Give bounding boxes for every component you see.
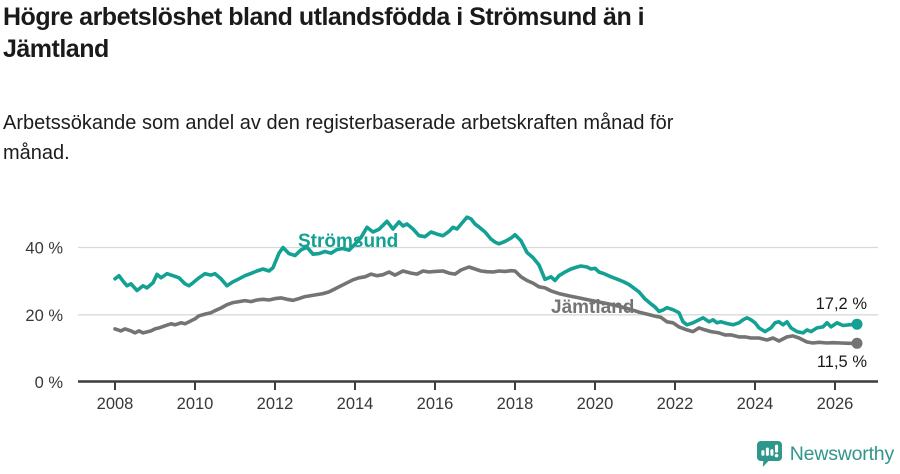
series-line-Strömsund [113,215,859,335]
x-axis-label: 2022 [657,395,694,413]
page-title: Högre arbetslöshet bland utlandsfödda i … [3,3,645,63]
series-end-dot-Strömsund [851,318,863,330]
y-axis-label: 20 % [25,307,63,325]
newsworthy-branding[interactable]: Newsworthy [756,440,894,468]
x-axis-label: 2014 [337,395,374,413]
x-axis-label: 2010 [177,395,214,413]
y-axis-label: 0 % [35,374,64,392]
x-axis-label: 2024 [737,395,774,413]
newsworthy-logo-text: Newsworthy [789,442,894,465]
x-axis-label: 2018 [497,395,534,413]
series-label-Strömsund: Strömsund [298,231,398,252]
x-axis-label: 2026 [817,395,854,413]
series-line-Jämtland [113,265,859,346]
x-axis-label: 2020 [577,395,614,413]
x-axis-label: 2016 [417,395,454,413]
chart-subtitle: Arbetssökande som andel av den registerb… [3,112,674,164]
x-axis-label: 2012 [257,395,294,413]
x-axis-label: 2008 [97,395,134,413]
newsworthy-logo-icon [756,441,782,467]
y-axis-label: 40 % [25,240,63,258]
series-label-Jämtland: Jämtland [551,297,634,318]
end-value-label-Strömsund: 17,2 % [816,295,868,313]
series-end-dot-Jämtland [851,337,863,349]
end-value-label-Jämtland: 11,5 % [817,353,867,371]
